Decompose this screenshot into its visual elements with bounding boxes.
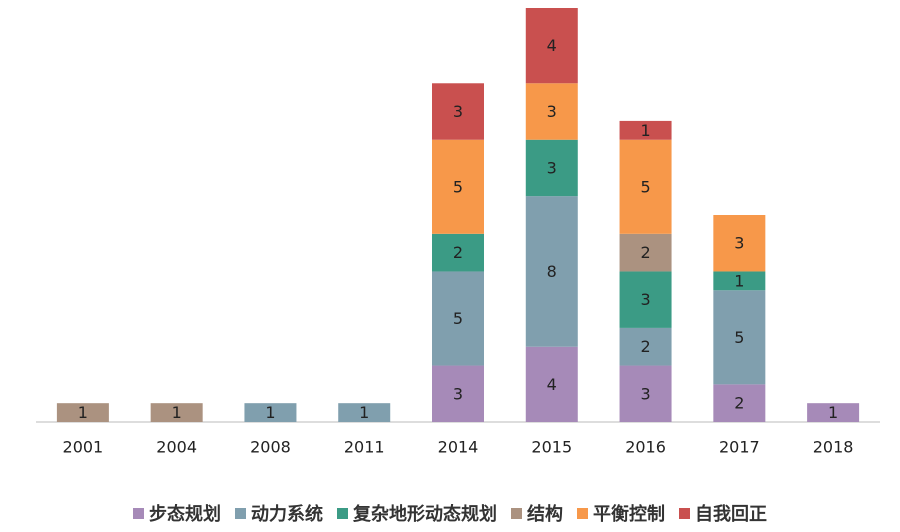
legend-swatch	[511, 507, 522, 519]
data-label: 1	[265, 403, 275, 422]
legend-swatch	[133, 507, 144, 519]
legend-swatch	[577, 507, 588, 519]
bar-segment	[525, 8, 578, 84]
chart: 2001 1 2004 1 2008 1 2011 1 2014 3 5 2 5 3 2015 4 8 3 3 4 20…	[36, 8, 880, 457]
bar-segment	[713, 290, 766, 385]
data-label: 3	[547, 158, 557, 177]
data-label: 3	[640, 384, 650, 403]
bar-segment	[525, 196, 578, 347]
bar-segment	[150, 403, 203, 422]
data-label: 3	[640, 290, 650, 309]
data-label: 2	[640, 337, 650, 356]
legend-item: 自我回正	[679, 500, 767, 526]
x-tick-label: 2018	[813, 438, 854, 457]
bar-segment	[244, 403, 297, 422]
bar-segment	[619, 365, 672, 422]
data-label: 1	[172, 403, 182, 422]
x-tick-label: 2017	[719, 438, 760, 457]
x-tick-label: 2014	[438, 438, 479, 457]
x-tick-label: 2001	[63, 438, 104, 457]
legend-swatch	[235, 507, 246, 519]
bar-segment	[432, 271, 484, 366]
legend: 步态规划 动力系统 复杂地形动态规划 结构 平衡控制 自我回正	[0, 500, 900, 526]
legend-item: 复杂地形动态规划	[337, 500, 497, 526]
bar-segment	[338, 403, 391, 422]
data-label: 8	[547, 262, 557, 281]
bar-segment	[432, 365, 484, 422]
legend-item: 动力系统	[235, 500, 323, 526]
bar-segment	[432, 83, 484, 140]
legend-label: 动力系统	[251, 504, 323, 525]
bar-segment	[525, 139, 578, 197]
legend-label: 结构	[527, 504, 563, 525]
data-label: 1	[359, 403, 369, 422]
bar-segment	[713, 215, 766, 272]
data-label: 3	[453, 102, 463, 121]
x-tick-label: 2011	[344, 438, 385, 457]
bar-segment	[619, 139, 672, 234]
legend-label: 平衡控制	[593, 504, 665, 525]
legend-label: 自我回正	[695, 504, 767, 525]
bar-segment	[619, 120, 672, 140]
data-label: 4	[547, 36, 557, 55]
data-label: 5	[453, 309, 463, 328]
data-label: 5	[640, 177, 650, 196]
x-tick-label: 2015	[531, 438, 572, 457]
data-label: 3	[734, 234, 744, 253]
legend-label: 步态规划	[149, 504, 221, 525]
bar-segment	[713, 384, 766, 422]
data-label: 2	[734, 394, 744, 413]
data-label: 3	[453, 384, 463, 403]
legend-swatch	[679, 507, 690, 519]
data-label: 2	[640, 243, 650, 262]
data-label: 1	[734, 271, 744, 290]
bar-segment	[807, 403, 860, 422]
legend-item: 平衡控制	[577, 500, 665, 526]
data-label: 1	[78, 403, 88, 422]
legend-item: 步态规划	[133, 500, 221, 526]
x-tick-label: 2004	[156, 438, 197, 457]
data-label: 4	[547, 375, 557, 394]
x-tick-label: 2008	[250, 438, 291, 457]
legend-swatch	[337, 507, 348, 519]
data-label: 2	[453, 243, 463, 262]
data-label: 1	[828, 403, 838, 422]
bar-segment	[525, 346, 578, 422]
data-label: 3	[547, 102, 557, 121]
data-label: 5	[734, 328, 744, 347]
bar-segment	[713, 271, 766, 291]
bar-segment	[432, 139, 484, 234]
bar-segment	[619, 327, 672, 366]
bar-segment	[619, 271, 672, 328]
bar-segment	[525, 83, 578, 140]
data-label: 1	[640, 121, 650, 140]
bar-segment	[56, 403, 109, 422]
data-label: 5	[453, 177, 463, 196]
bar-segment	[619, 233, 672, 272]
legend-item: 结构	[511, 500, 563, 526]
legend-label: 复杂地形动态规划	[353, 504, 497, 525]
bar-segment	[432, 233, 484, 272]
x-tick-label: 2016	[625, 438, 666, 457]
